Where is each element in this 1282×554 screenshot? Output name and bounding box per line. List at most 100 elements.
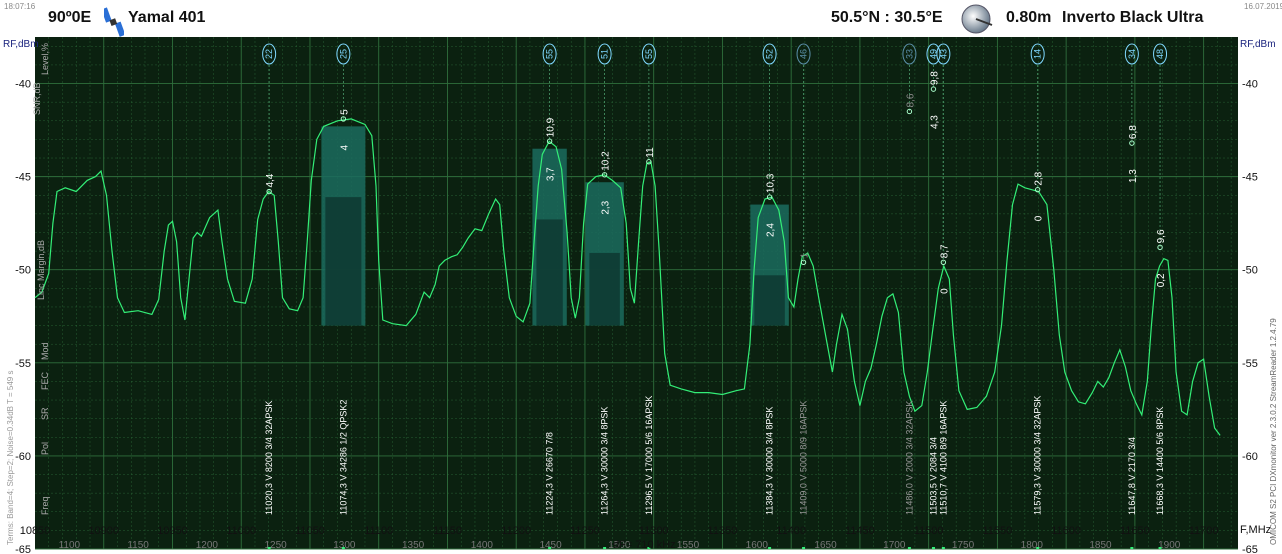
carrier-point [646,159,652,165]
carrier-snr: 9,6 [1156,229,1167,243]
carrier-id: 14 [1033,49,1043,59]
x-tick: 11500 [914,525,944,537]
left-axis-name: Pol [40,442,50,455]
x-tick: 11400 [776,525,806,537]
carrier-params: 11409,0 V 5000 8/9 16APSK [799,401,809,515]
y-tick-left: -50 [15,265,31,277]
carrier-params: 11224,3 V 26670 7/8 [545,432,555,515]
left-axis-name: Linc Margin,dB [36,240,46,300]
carrier-id: 49 [928,49,938,59]
if-tick: 1900 [1158,540,1181,551]
carrier-labels: 22 4,4 11020,3 V 8200 3/4 32APSK 25 5 4 11074,… [262,43,1168,549]
if-tick: 1450 [539,540,562,551]
carrier-params: 11486,0 V 2000 3/4 32APSK [904,401,914,515]
y-tick-right: -50 [1242,265,1258,277]
carrier-point [800,259,807,265]
grid [35,37,1238,550]
y-tick-left: -65 [15,544,31,554]
lnb-model: Inverto Black Ultra [1062,9,1204,26]
y-tick-right: -40 [1242,79,1258,91]
dish-size: 0.80m [1006,9,1052,26]
carrier-params: 11668,3 V 14400 5/6 8PSK [1155,407,1165,515]
left-axis-name: Level,% [40,43,50,75]
carrier-margin: 3,7 [546,167,557,181]
if-tick: 1400 [471,540,494,551]
satellite-icon [104,7,124,37]
carrier-point [940,259,947,265]
carrier-snr: 1 [800,252,811,258]
x-tick: 11700 [1189,525,1219,537]
carrier-params: 11579,3 V 30000 3/4 32APSK [1033,396,1043,515]
y-axis-label-left: RF,dBm [3,39,39,50]
x-tick: 11050 [295,525,325,537]
y-tick-right: -55 [1242,358,1258,370]
carrier-snr: 10,3 [766,173,777,193]
carrier-id-oval [262,43,277,65]
carrier-id-oval [641,43,656,65]
x-tick: 11550 [983,525,1013,537]
carrier-margin: 1,3 [1128,169,1139,183]
carrier-id: 22 [264,49,274,59]
carrier-id: 52 [765,49,775,59]
carrier-id-oval [1153,43,1168,65]
x-tick: 10850 [20,525,51,537]
carrier-margin: 0 [939,288,950,294]
carrier-params: 11503,5 V 2084 3/4 [928,437,938,515]
carrier-id: 46 [799,49,809,59]
if-tick: 1550 [677,540,700,551]
plot-area [35,37,1238,549]
x-tick: 11350 [708,525,738,537]
right-side-info: OMICOM S2 PCI DXmonitor ver 2.3.0.2 Stre… [1269,318,1278,545]
y-tick-right: -65 [1242,544,1258,554]
carrier-id-oval [336,43,351,65]
left-axis-name: SNR,dB [32,82,42,115]
if-tick: 1300 [333,540,356,551]
carrier-id-oval [542,43,557,65]
carrier-params: 11647,8 V 2170 3/4 [1127,437,1137,515]
carrier-band-core [325,197,362,326]
capture-time: 18:07:16 [4,2,36,11]
carrier-id: 33 [904,49,914,59]
carrier-snr: 6,8 [1128,125,1139,139]
left-side-info: Terms: Band=4; Step=2; Noise=0.34dB T = … [6,371,15,545]
if-tick: 1250 [264,540,287,551]
carrier-params: 11264,3 V 30000 3/4 8PSK [600,407,610,515]
carrier-point [766,194,773,200]
y-axis-label-right: RF,dBm [1240,39,1276,50]
x-tick: 11200 [501,525,531,537]
left-axis-name: SR [40,407,50,420]
carrier-params: 11510,7 V 4100 8/9 16APSK [938,401,948,515]
carrier-margin: 4,3 [929,115,940,129]
x-tick: 11250 [570,525,600,537]
carrier-band-core [589,252,620,326]
y-tick-right: -45 [1242,172,1258,184]
y-tick-left: -40 [15,79,31,91]
df-label: dF= 710 kHz [613,539,676,551]
y-tick-right: -60 [1242,451,1258,463]
carrier-snr: 2,8 [1034,171,1045,185]
carrier-snr: 4,4 [265,173,276,187]
left-axis-name: Mod [40,342,50,360]
if-tick: 1600 [746,540,769,551]
if-tick: 1650 [814,540,837,551]
carrier-id-oval [762,43,777,65]
carrier-snr: 8,6 [905,93,916,107]
carrier-point [906,108,913,115]
satellite-position: 90º0E [48,9,92,26]
carrier-margin: 4 [339,144,350,150]
y-tick-left: -55 [15,358,31,370]
carrier-point [1129,140,1135,146]
carrier-id: 55 [545,49,555,59]
satellite-name: Yamal 401 [128,9,206,26]
carrier-markers [321,126,789,326]
carrier-params: 11384,3 V 30000 3/4 8PSK [765,407,775,515]
if-tick: 1200 [196,540,219,551]
carrier-snr: 10,9 [546,117,557,137]
carrier-id: 43 [938,49,948,59]
if-tick: 1750 [952,540,975,551]
x-tick: 10900 [88,525,119,537]
if-tick: 1700 [883,540,906,551]
carrier-id: 25 [338,49,348,59]
left-axis-names: Level,% SNR,dB Linc Margin,dB Mod FEC SR Pol Fr… [32,43,50,515]
carrier-id-oval [796,43,811,65]
